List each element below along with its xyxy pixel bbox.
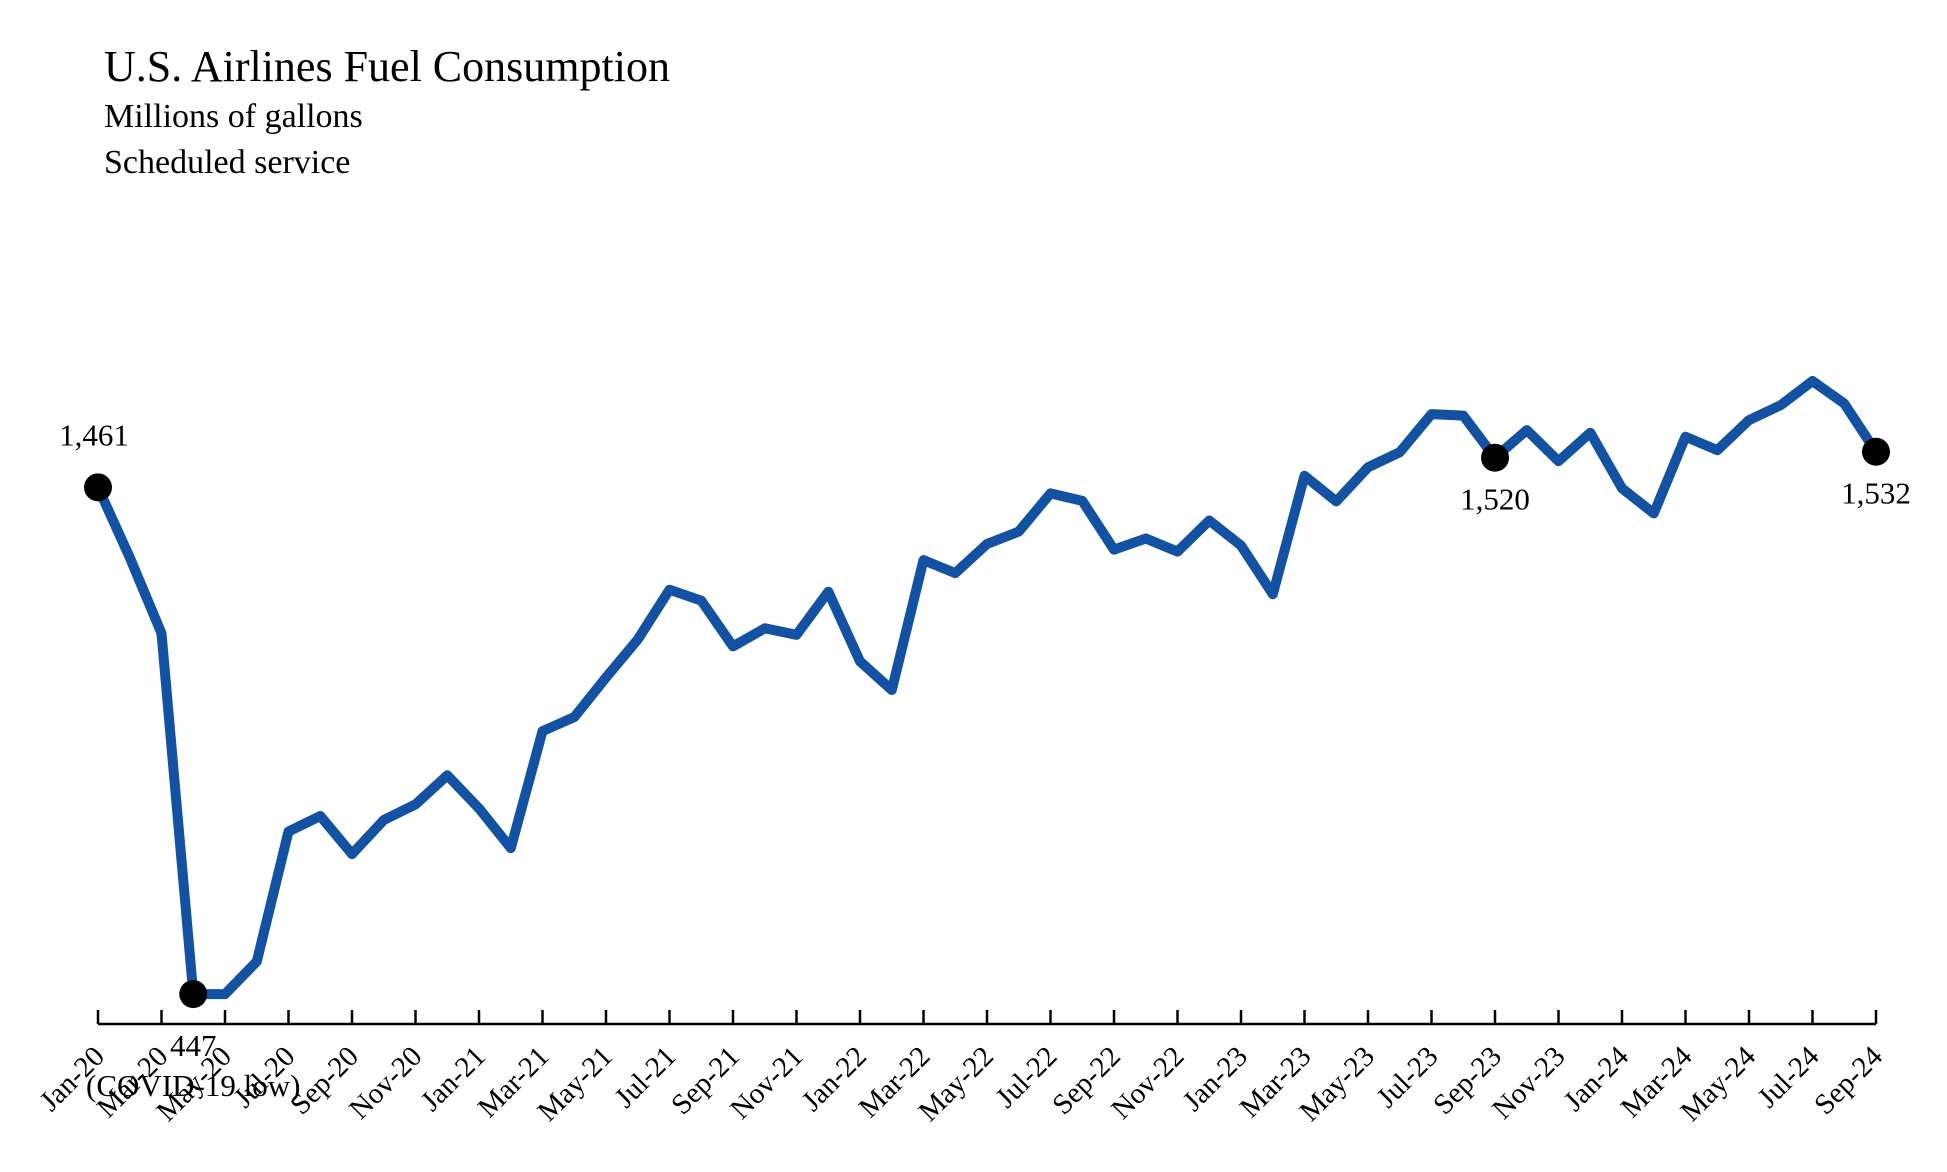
x-tick-label: Nov-20 (343, 1040, 428, 1125)
annotation-note: (COVID-19 low) (86, 1068, 300, 1103)
annotation-marker (1862, 437, 1890, 466)
series-line (93, 376, 1881, 1000)
annotation-value-label: 1,461 (59, 417, 129, 452)
x-tick-label: Nov-22 (1105, 1040, 1190, 1125)
annotation-marker (84, 473, 112, 502)
annotation-value-label: 1,520 (1460, 482, 1530, 517)
series-layer (93, 376, 1881, 1000)
x-tick-label: Nov-23 (1486, 1040, 1571, 1125)
x-tick-label: Sep-24 (1808, 1040, 1889, 1121)
x-tick-label: Nov-21 (724, 1040, 809, 1125)
annotation-value-label: 447 (170, 1028, 217, 1063)
title-block: U.S. Airlines Fuel Consumption Millions … (104, 40, 670, 186)
annotation-marker (1481, 443, 1509, 472)
chart-subtitle-service: Scheduled service (104, 144, 351, 181)
chart-title: U.S. Airlines Fuel Consumption (104, 42, 670, 91)
x-axis: Jan-20Mar-20May-20Jul-20Sep-20Nov-20Jan-… (34, 1010, 1889, 1128)
annotation-layer: 1,461 447 (COVID-19 low) 1,520 1,532 (59, 417, 1911, 1103)
chart-subtitle-units: Millions of gallons (104, 98, 363, 135)
annotation-marker (179, 980, 208, 1009)
annotation-value-label: 1,532 (1841, 476, 1911, 511)
